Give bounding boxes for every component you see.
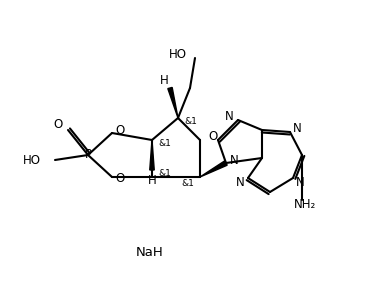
Text: &1: &1 (184, 117, 197, 127)
Polygon shape (150, 140, 154, 170)
Text: N: N (230, 154, 239, 166)
Text: &1: &1 (158, 168, 171, 178)
Text: O: O (115, 125, 124, 137)
Text: O: O (115, 173, 124, 185)
Text: N: N (296, 176, 305, 188)
Text: N: N (225, 110, 234, 122)
Polygon shape (200, 161, 227, 177)
Text: N: N (293, 122, 302, 134)
Text: &1: &1 (181, 178, 194, 188)
Text: P: P (84, 149, 92, 161)
Text: NH₂: NH₂ (294, 198, 316, 212)
Text: &1: &1 (158, 139, 171, 149)
Text: H: H (160, 74, 168, 86)
Polygon shape (168, 87, 178, 118)
Text: HO: HO (169, 47, 187, 60)
Text: NaH: NaH (136, 246, 164, 258)
Text: HO: HO (23, 154, 41, 166)
Text: O: O (54, 118, 63, 132)
Text: O: O (208, 130, 217, 144)
Text: N: N (236, 176, 245, 188)
Text: H: H (147, 173, 157, 187)
